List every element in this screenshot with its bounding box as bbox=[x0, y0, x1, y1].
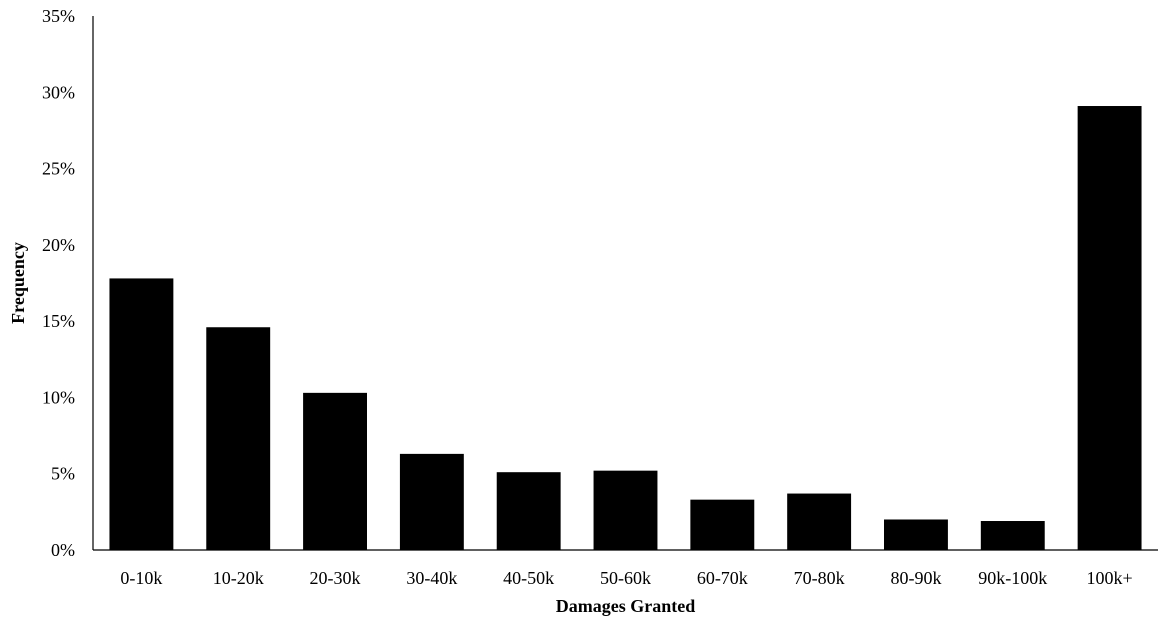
bar bbox=[980, 521, 1045, 550]
x-tick-label: 100k+ bbox=[1087, 568, 1133, 588]
y-tick-label: 0% bbox=[51, 540, 75, 560]
x-tick-label: 60-70k bbox=[697, 568, 748, 588]
x-tick-label: 10-20k bbox=[213, 568, 264, 588]
y-tick-label: 35% bbox=[42, 6, 75, 26]
bar bbox=[884, 519, 948, 550]
y-tick-label: 15% bbox=[42, 311, 75, 331]
x-axis-ticks: 0-10k 10-20k 20-30k 30-40k 40-50k 50-60k 60-70… bbox=[120, 568, 1132, 588]
bar bbox=[109, 278, 174, 550]
bar bbox=[206, 327, 271, 550]
bars bbox=[109, 106, 1142, 550]
y-axis-ticks: 0% 5% 10% 15% 20% 25% 30% 35% bbox=[42, 6, 75, 560]
bar bbox=[690, 499, 755, 550]
bar bbox=[593, 470, 658, 550]
x-tick-label: 0-10k bbox=[120, 568, 162, 588]
y-tick-label: 5% bbox=[51, 464, 75, 484]
y-tick-label: 10% bbox=[42, 387, 75, 407]
bar bbox=[399, 453, 464, 550]
x-axis-title: Damages Granted bbox=[556, 596, 695, 616]
bar bbox=[303, 392, 367, 550]
bar bbox=[496, 472, 561, 550]
y-tick-label: 25% bbox=[42, 159, 75, 179]
x-tick-label: 20-30k bbox=[310, 568, 361, 588]
x-tick-label: 50-60k bbox=[600, 568, 651, 588]
y-axis-title: Frequency bbox=[8, 242, 28, 324]
x-tick-label: 70-80k bbox=[794, 568, 845, 588]
bar bbox=[787, 493, 852, 550]
y-tick-label: 30% bbox=[42, 82, 75, 102]
y-tick-label: 20% bbox=[42, 235, 75, 255]
x-tick-label: 90k-100k bbox=[978, 568, 1047, 588]
bar bbox=[1077, 106, 1142, 550]
x-tick-label: 30-40k bbox=[406, 568, 457, 588]
x-tick-label: 40-50k bbox=[503, 568, 554, 588]
x-tick-label: 80-90k bbox=[890, 568, 941, 588]
